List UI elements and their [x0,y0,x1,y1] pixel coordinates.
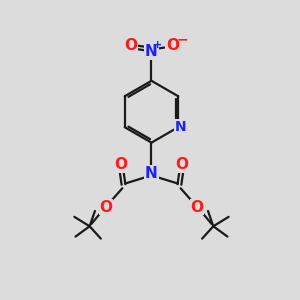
Text: −: − [176,32,188,46]
Text: O: O [99,200,112,214]
Text: N: N [145,166,158,181]
Text: +: + [153,40,163,50]
Text: O: O [115,157,128,172]
Text: N: N [145,44,158,59]
Text: O: O [124,38,137,53]
Text: O: O [166,38,179,53]
Text: O: O [190,200,204,214]
Text: N: N [175,120,186,134]
Text: O: O [175,157,188,172]
